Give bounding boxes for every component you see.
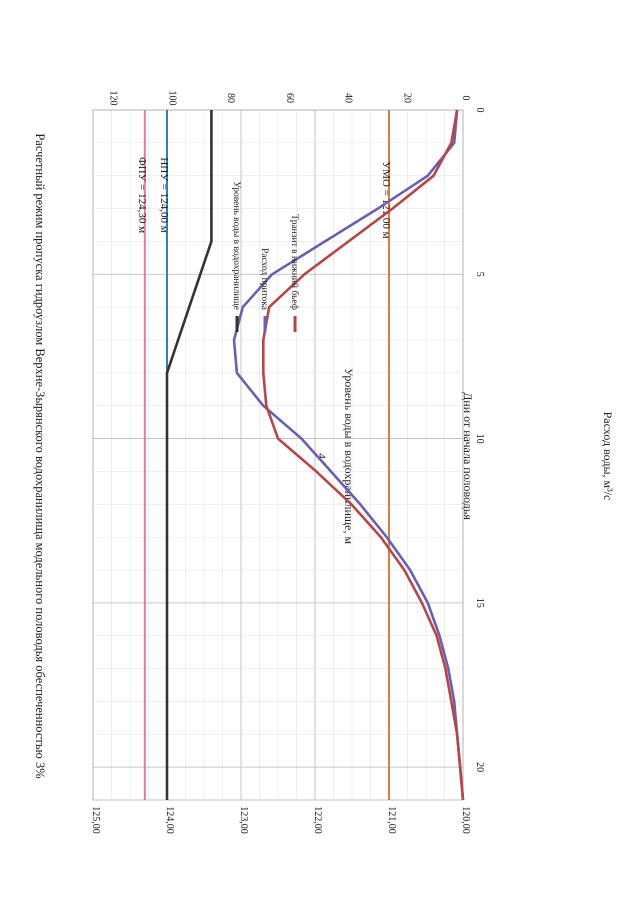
y-left-tick-label: 120,00 [460,806,471,834]
y-right-tick-label: 40 [343,93,354,103]
y-left-tick-label: 121,00 [386,806,397,834]
x-axis-label: Дни от начала половодья [461,392,475,520]
y-right-tick-label: 120 [108,91,119,106]
x-tick-label: 10 [474,434,485,444]
axis-ticks: 0 5 10 15 20 120,00 121,00 122,00 123,00 124,00 12… [90,91,485,834]
y-left-tick-label: 123,00 [238,806,249,834]
legend-label: Расход притока [259,248,269,311]
series-line-1 [165,110,213,800]
x-tick-label: 5 [474,272,485,277]
grid [92,109,464,801]
reference-label-НПУ: НПУ = 124,00 м [158,157,170,232]
y-right-tick-label: 0 [460,96,471,101]
y-right-tick-label: 60 [284,93,295,103]
legend: Уровень воды в водохранилище Расход прито… [231,181,300,332]
chart-title: Расчетный режим пропуска гидроузлом Верх… [33,133,47,778]
reference-label-ФПУ: ФПУ = 124,30 м [136,157,148,233]
reference-label-УМО: УМО = 121,00 м [380,161,392,238]
y-right-tick-label: 100 [166,91,177,106]
page-number: 4 [315,453,329,459]
legend-label: Транзит в нижний бьеф [289,214,300,310]
y-right-tick-label: 80 [225,93,236,103]
series-line-2 [232,109,465,801]
y-left-tick-label: 122,00 [312,806,323,834]
y-left-tick-label: 124,00 [164,806,175,834]
y-axis-right-label: Расход воды, м³/с [601,412,615,501]
series-lines [165,109,465,801]
legend-label: Уровень воды в водохранилище [231,181,241,310]
y-left-tick-label: 125,00 [90,806,101,834]
y-axis-left-label: Уровень воды в водохранилище, м [342,368,356,545]
x-tick-label: 15 [474,598,485,608]
series-line-3 [261,109,465,801]
x-tick-label: 20 [474,762,485,772]
x-tick-label: 0 [474,108,485,113]
y-right-tick-label: 20 [401,93,412,103]
